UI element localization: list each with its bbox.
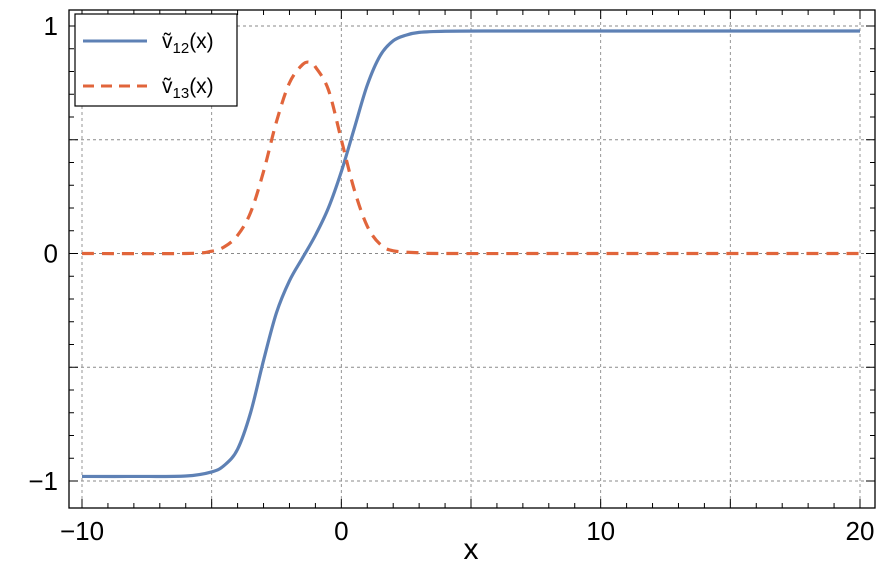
legend-arg-v13: (x) (189, 75, 214, 98)
y-tick-label: 1 (44, 11, 58, 41)
series-line-v13 (81, 60, 861, 256)
plot-frame (68, 9, 876, 509)
y-tick-label: −1 (28, 466, 58, 496)
series-group (81, 29, 861, 479)
legend-main-v13: ṽ (162, 75, 173, 98)
legend-box (74, 13, 238, 107)
legend: ṽ12(x) ṽ13(x) (74, 13, 238, 107)
legend-main-v12: ṽ (162, 30, 173, 53)
x-tick-label: 20 (846, 516, 875, 546)
x-tick-label: 0 (334, 516, 348, 546)
series-line-v12 (81, 29, 860, 479)
x-tick-label: −10 (60, 516, 104, 546)
legend-arg-v12: (x) (189, 30, 214, 53)
x-tick-label: 10 (586, 516, 615, 546)
legend-sub-v13: 13 (173, 85, 190, 102)
x-axis-label: x (464, 533, 479, 566)
legend-sub-v12: 12 (173, 40, 190, 57)
y-tick-label: 0 (44, 239, 58, 269)
axis-ticks: −10 0 10 20−101 (28, 10, 875, 546)
legend-label-v13: ṽ13(x) (162, 75, 214, 102)
legend-label-v12: ṽ12(x) (162, 30, 214, 57)
